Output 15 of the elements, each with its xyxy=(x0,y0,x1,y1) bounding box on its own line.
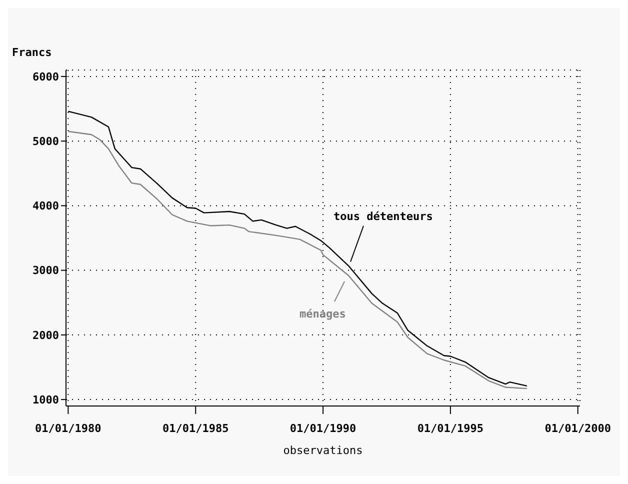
y-tick-label: 2000 xyxy=(32,328,59,342)
legend-label: ménages xyxy=(300,307,346,320)
y-tick-label: 6000 xyxy=(32,70,59,84)
x-tick-label: 01/01/1985 xyxy=(162,422,229,435)
x-tick-label: 01/01/2000 xyxy=(544,422,611,435)
y-tick-label: 5000 xyxy=(32,134,59,148)
y-tick-label: 3000 xyxy=(32,264,59,278)
x-tick-label: 01/01/1980 xyxy=(35,422,102,435)
x-tick-label: 01/01/1990 xyxy=(290,422,356,435)
x-tick-label: 01/01/1995 xyxy=(417,422,484,435)
y-tick-label: 1000 xyxy=(32,393,59,406)
x-axis-title: observations xyxy=(283,444,363,457)
y-tick-label: 4000 xyxy=(32,200,59,213)
y-axis-title: Francs xyxy=(12,46,52,59)
series-label: tous détenteurs xyxy=(334,210,433,223)
